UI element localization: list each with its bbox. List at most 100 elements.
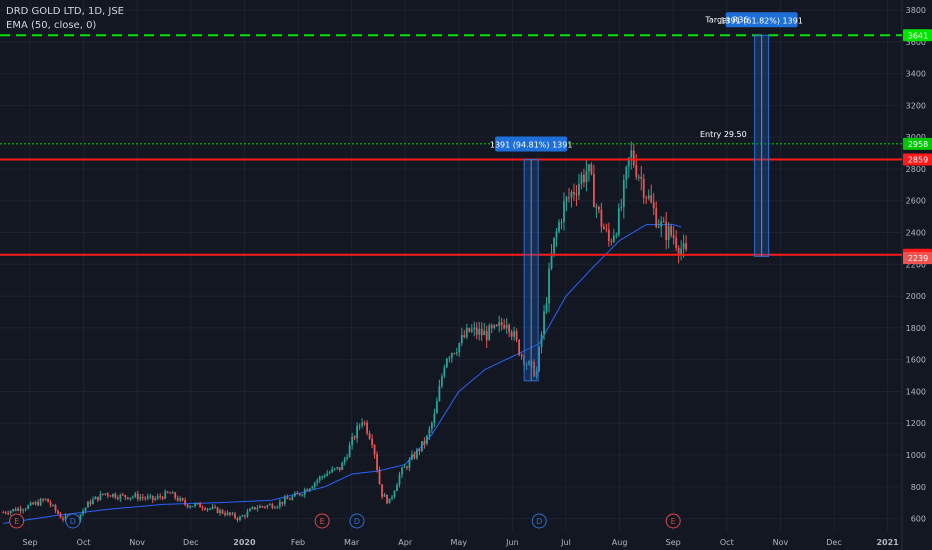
candle-body <box>667 226 670 241</box>
dividend-marker-letter: D <box>536 517 542 526</box>
candle-body <box>308 488 311 491</box>
candle-body <box>204 508 206 510</box>
candle-body <box>196 503 199 505</box>
candle-body <box>141 496 144 498</box>
price-label: 2239 <box>908 254 928 263</box>
candle-body <box>378 469 381 485</box>
candle-body <box>503 325 506 329</box>
x-tick-label: Dec <box>183 538 198 547</box>
candle-body <box>588 164 590 172</box>
candle-body <box>356 425 359 439</box>
candle-body <box>655 208 658 227</box>
candle-body <box>513 331 516 337</box>
candle-body <box>500 322 503 326</box>
candle-body <box>450 353 453 358</box>
candle-body <box>226 512 229 515</box>
candle-body <box>478 329 481 335</box>
candle-body <box>286 497 289 500</box>
candle-body <box>510 332 513 337</box>
ema-line <box>3 224 682 524</box>
candle-body <box>199 503 201 508</box>
candle-body <box>607 229 610 242</box>
candle-body <box>480 329 483 336</box>
candle-body <box>538 347 540 371</box>
candle-body <box>553 237 555 254</box>
candle-body <box>592 174 595 208</box>
candle-body <box>465 327 468 338</box>
candle-body <box>493 325 496 328</box>
candlestick-series <box>2 141 688 523</box>
entry-note: Entry 29.50 <box>700 130 747 139</box>
candle-body <box>59 513 62 519</box>
candle-body <box>129 497 132 500</box>
indicator-title[interactable]: EMA (50, close, 0) <box>6 20 97 31</box>
candle-body <box>677 247 680 255</box>
candle-body <box>675 237 678 248</box>
measure-tools[interactable]: 1391 (94.81%) 1391 1391 (61.82%) 1391 <box>490 12 803 382</box>
candle-body <box>418 449 421 452</box>
candle-body <box>32 502 35 505</box>
candle-body <box>219 510 221 514</box>
price-label: 2859 <box>908 156 928 165</box>
target-note: Target R36 <box>704 16 748 25</box>
text-annotations[interactable]: Target R36 Entry 29.50 <box>700 16 748 139</box>
candle-body <box>246 511 249 517</box>
candle-body <box>288 499 291 501</box>
candle-body <box>620 207 623 209</box>
candle-body <box>2 512 5 514</box>
candle-body <box>612 235 615 242</box>
candle-body <box>473 327 476 330</box>
candle-body <box>19 508 22 511</box>
candle-body <box>398 474 401 485</box>
candle-body <box>44 498 47 501</box>
candle-body <box>181 498 184 501</box>
candle-body <box>229 512 231 515</box>
candle-body <box>366 422 368 434</box>
candle-body <box>166 491 169 493</box>
candle-body <box>381 484 383 497</box>
candle-body <box>627 157 630 167</box>
time-axis[interactable]: Sep Oct Nov Dec 2020 Feb Mar Apr May Jun Jul Aug Sep… <box>22 538 899 547</box>
candle-body <box>670 226 673 236</box>
candle-body <box>34 501 37 505</box>
candle-body <box>358 425 361 427</box>
candle-body <box>47 498 49 503</box>
x-tick-label: Nov <box>773 538 789 547</box>
candle-body <box>239 516 241 521</box>
candle-body <box>505 324 508 329</box>
horizontal-lines[interactable] <box>0 34 902 256</box>
price-label: 2958 <box>908 140 928 149</box>
candle-body <box>662 221 665 223</box>
candle-body <box>231 513 234 515</box>
candle-body <box>154 498 157 500</box>
candle-body <box>630 150 633 158</box>
candle-body <box>682 243 685 249</box>
candle-body <box>615 234 618 236</box>
candle-body <box>37 501 39 506</box>
candle-body <box>341 462 344 470</box>
candle-body <box>533 361 535 377</box>
candle-body <box>318 476 321 481</box>
candle-body <box>665 221 668 241</box>
candle-body <box>164 491 167 499</box>
y-tick-label: 3800 <box>906 6 926 15</box>
candle-body <box>548 268 550 304</box>
candle-body <box>650 195 653 203</box>
price-axis[interactable]: 600 800 1000 1200 1400 1600 1800 2000 2200 2400 26… <box>901 0 926 550</box>
candle-body <box>583 174 585 183</box>
candle-body <box>657 226 660 228</box>
earnings-marker-letter: E <box>671 517 676 526</box>
candle-body <box>600 209 603 227</box>
candle-body <box>161 497 164 499</box>
candle-body <box>573 191 575 195</box>
candle-body <box>580 174 583 184</box>
y-tick-label: 1200 <box>906 419 926 428</box>
x-tick-label: Feb <box>291 538 305 547</box>
candle-body <box>333 468 336 470</box>
candle-body <box>174 492 177 498</box>
candle-body <box>176 497 179 501</box>
candle-body <box>468 327 471 332</box>
symbol-title[interactable]: DRD GOLD LTD, 1D, JSE <box>6 6 124 17</box>
